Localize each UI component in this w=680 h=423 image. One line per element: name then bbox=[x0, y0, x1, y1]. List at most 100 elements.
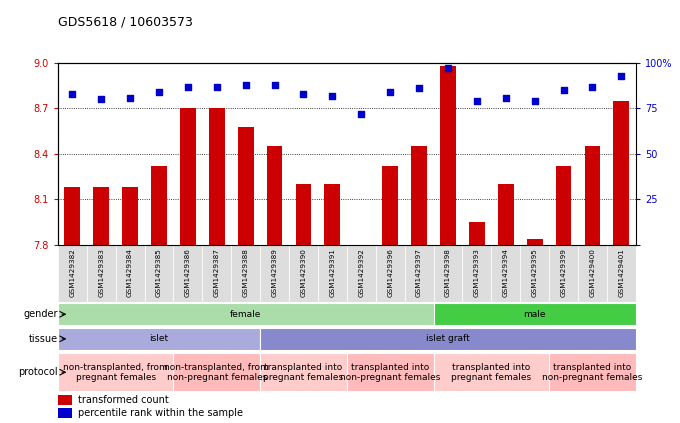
Bar bbox=[180, 109, 196, 245]
Text: transformed count: transformed count bbox=[78, 395, 169, 405]
Bar bbox=[93, 187, 109, 245]
Text: GSM1429392: GSM1429392 bbox=[358, 248, 364, 297]
Point bbox=[529, 98, 540, 104]
Bar bbox=[492, 245, 520, 302]
Bar bbox=[549, 245, 578, 302]
Point bbox=[298, 91, 309, 97]
Bar bbox=[324, 184, 340, 245]
Bar bbox=[578, 245, 607, 302]
Text: GSM1429397: GSM1429397 bbox=[416, 248, 422, 297]
Bar bbox=[434, 245, 462, 302]
Bar bbox=[520, 245, 549, 302]
Text: GSM1429387: GSM1429387 bbox=[214, 248, 220, 297]
Bar bbox=[58, 328, 260, 350]
Text: islet graft: islet graft bbox=[426, 334, 470, 343]
Point bbox=[327, 92, 338, 99]
Text: GSM1429383: GSM1429383 bbox=[98, 248, 104, 297]
Bar bbox=[203, 245, 231, 302]
Text: transplanted into
pregnant females: transplanted into pregnant females bbox=[452, 363, 531, 382]
Point bbox=[356, 110, 367, 117]
Text: male: male bbox=[524, 310, 546, 319]
Bar bbox=[260, 353, 347, 391]
Point bbox=[269, 82, 280, 88]
Text: GSM1429384: GSM1429384 bbox=[127, 248, 133, 297]
Bar bbox=[347, 245, 376, 302]
Bar bbox=[434, 303, 636, 325]
Text: GSM1429388: GSM1429388 bbox=[243, 248, 249, 297]
Point bbox=[211, 83, 222, 90]
Bar bbox=[173, 353, 260, 391]
Text: transplanted into
pregnant females: transplanted into pregnant females bbox=[263, 363, 343, 382]
Bar bbox=[58, 353, 173, 391]
Text: transplanted into
non-pregnant females: transplanted into non-pregnant females bbox=[542, 363, 643, 382]
Bar bbox=[440, 66, 456, 245]
Text: GSM1429394: GSM1429394 bbox=[503, 248, 509, 297]
Bar bbox=[58, 395, 72, 405]
Bar bbox=[469, 222, 485, 245]
Bar bbox=[405, 245, 434, 302]
Point bbox=[558, 87, 569, 94]
Point bbox=[413, 85, 424, 92]
Point bbox=[154, 89, 165, 96]
Bar bbox=[296, 184, 311, 245]
Point bbox=[500, 94, 511, 101]
Bar bbox=[144, 245, 173, 302]
Point bbox=[96, 96, 107, 103]
Point bbox=[443, 65, 454, 72]
Text: GSM1429389: GSM1429389 bbox=[271, 248, 277, 297]
Point bbox=[385, 89, 396, 96]
Bar bbox=[607, 245, 636, 302]
Text: GSM1429391: GSM1429391 bbox=[329, 248, 335, 297]
Text: GDS5618 / 10603573: GDS5618 / 10603573 bbox=[58, 16, 192, 29]
Point bbox=[182, 83, 193, 90]
Bar bbox=[209, 109, 224, 245]
Bar bbox=[318, 245, 347, 302]
Point bbox=[471, 98, 482, 104]
Text: GSM1429395: GSM1429395 bbox=[532, 248, 538, 297]
Text: GSM1429382: GSM1429382 bbox=[69, 248, 75, 297]
Bar bbox=[87, 245, 116, 302]
Bar bbox=[382, 166, 398, 245]
Text: islet: islet bbox=[150, 334, 169, 343]
Bar bbox=[498, 184, 513, 245]
Text: GSM1429401: GSM1429401 bbox=[618, 248, 624, 297]
Bar bbox=[260, 328, 636, 350]
Text: GSM1429385: GSM1429385 bbox=[156, 248, 162, 297]
Text: percentile rank within the sample: percentile rank within the sample bbox=[78, 408, 243, 418]
Point bbox=[67, 91, 78, 97]
Bar bbox=[527, 239, 543, 245]
Bar bbox=[58, 408, 72, 418]
Text: GSM1429396: GSM1429396 bbox=[387, 248, 393, 297]
Point bbox=[240, 82, 251, 88]
Bar bbox=[260, 245, 289, 302]
Bar bbox=[411, 146, 427, 245]
Point bbox=[616, 72, 627, 79]
Text: GSM1429393: GSM1429393 bbox=[474, 248, 480, 297]
Bar bbox=[116, 245, 144, 302]
Bar bbox=[289, 245, 318, 302]
Bar bbox=[347, 353, 434, 391]
Bar bbox=[434, 353, 549, 391]
Text: gender: gender bbox=[23, 309, 58, 319]
Text: GSM1429398: GSM1429398 bbox=[445, 248, 451, 297]
Bar bbox=[462, 245, 492, 302]
Bar bbox=[231, 245, 260, 302]
Bar bbox=[556, 166, 571, 245]
Text: GSM1429400: GSM1429400 bbox=[590, 248, 596, 297]
Point bbox=[124, 94, 135, 101]
Bar bbox=[173, 245, 203, 302]
Text: GSM1429399: GSM1429399 bbox=[560, 248, 566, 297]
Bar bbox=[58, 303, 434, 325]
Text: GSM1429390: GSM1429390 bbox=[301, 248, 307, 297]
Bar bbox=[376, 245, 405, 302]
Bar bbox=[65, 187, 80, 245]
Bar bbox=[122, 187, 138, 245]
Text: GSM1429386: GSM1429386 bbox=[185, 248, 191, 297]
Bar bbox=[151, 166, 167, 245]
Text: transplanted into
non-pregnant females: transplanted into non-pregnant females bbox=[340, 363, 441, 382]
Text: non-transplanted, from
non-pregnant females: non-transplanted, from non-pregnant fema… bbox=[165, 363, 269, 382]
Point bbox=[587, 83, 598, 90]
Bar bbox=[267, 146, 282, 245]
Bar bbox=[613, 101, 629, 245]
Text: protocol: protocol bbox=[18, 367, 58, 377]
